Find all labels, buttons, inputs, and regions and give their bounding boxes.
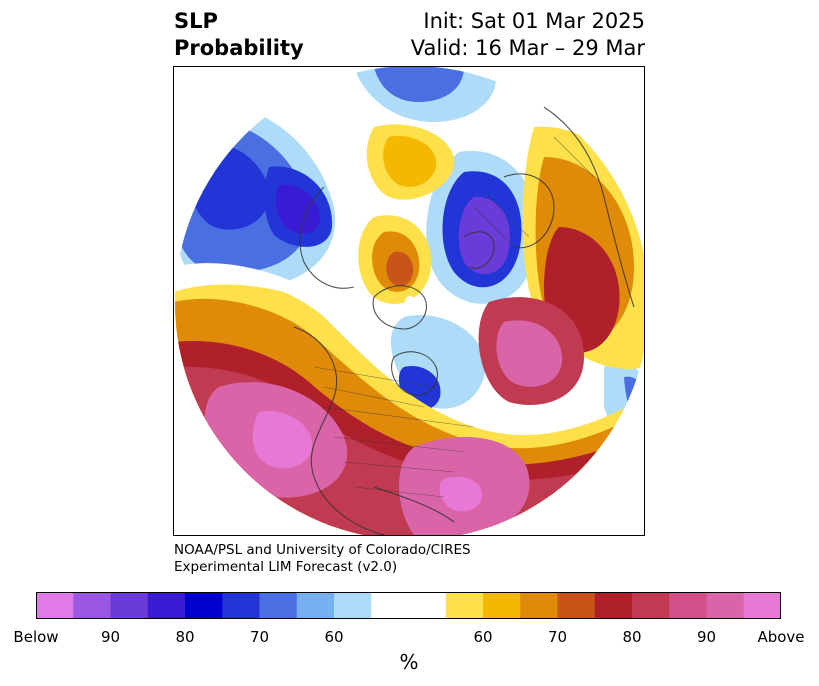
colorbar-tick-label: 70 [547,628,568,646]
colorbar-border [36,592,781,619]
colorbar-segment [147,592,186,619]
coastline-north-america [293,326,385,535]
colorbar-tick-label: 60 [324,628,344,646]
colorbar-segment [36,592,74,619]
colorbar-segment [296,592,335,619]
colorbar-segment [110,592,149,619]
colorbar-segment [222,592,260,619]
colorbar-segment [557,592,596,619]
above-core-atlantic-inner [439,476,483,512]
below-core-eurasia [458,196,510,275]
colorbar-segment [594,592,633,619]
below-core-west-inner [275,184,321,234]
colorbar-segment [669,592,707,619]
coastline-europe [503,173,555,249]
colorbar-segment [73,592,111,619]
colorbar [36,592,781,619]
init-date: Init: Sat 01 Mar 2025 [423,9,645,33]
credit-line-2: Experimental LIM Forecast (v2.0) [174,559,398,575]
coastline-scandinavia [463,231,495,269]
neutral-band [175,263,374,337]
coastline-asia [543,106,635,308]
colorbar-segment [445,592,484,619]
above-core-pacific-inner [252,411,313,469]
colorbar-segment [632,592,670,619]
coastlines [293,106,635,535]
colorbar-tick-label: Above [757,628,805,646]
title-variable: SLP [174,9,218,33]
colorbar-segment [334,592,372,619]
borders [313,126,615,498]
coastline-alaska [299,186,355,289]
colorbar-segment [259,592,298,619]
colorbar-segment [408,592,447,619]
border-lines-america [323,406,475,498]
colorbar-segment [185,592,223,619]
title-type: Probability [174,36,304,60]
title-left: SLP Probability [174,8,304,62]
border-lines-eurasia [473,126,615,248]
colorbar-segment [520,592,558,619]
valid-range: Valid: 16 Mar – 29 Mar [410,36,645,60]
forecast-map [173,66,645,536]
coastline-hudson-bay [391,351,438,396]
coastline-greenland [372,285,427,330]
above-core-asia-inner [496,320,563,387]
credit-line-1: NOAA/PSL and University of Colorado/CIRE… [174,542,471,558]
title-right: Init: Sat 01 Mar 2025 Valid: 16 Mar – 29… [411,8,645,62]
credit: NOAA/PSL and University of Colorado/CIRE… [174,542,471,576]
below-region-north-mid [374,67,464,102]
colorbar-tick-label: Below [13,628,59,646]
colorbar-tick-label: 90 [696,628,717,646]
colorbar-segment [743,592,781,619]
above-core-central [386,251,414,287]
border-lines-canada [313,366,435,408]
above-region-north-inner [383,136,437,187]
below-region-east [604,363,644,458]
colorbar-tick-label: 70 [249,628,270,646]
colorbar-tick-label: 80 [175,628,195,646]
colorbar-segment [706,592,745,619]
colorbar-tick-label: 90 [100,628,121,646]
colorbar-tick-label: 80 [622,628,642,646]
colorbar-tick-label: 60 [473,628,493,646]
colorbar-unit-label: % [399,650,419,674]
colorbar-segment [371,592,409,619]
colorbar-segment [483,592,521,619]
pole-marker [405,296,415,306]
